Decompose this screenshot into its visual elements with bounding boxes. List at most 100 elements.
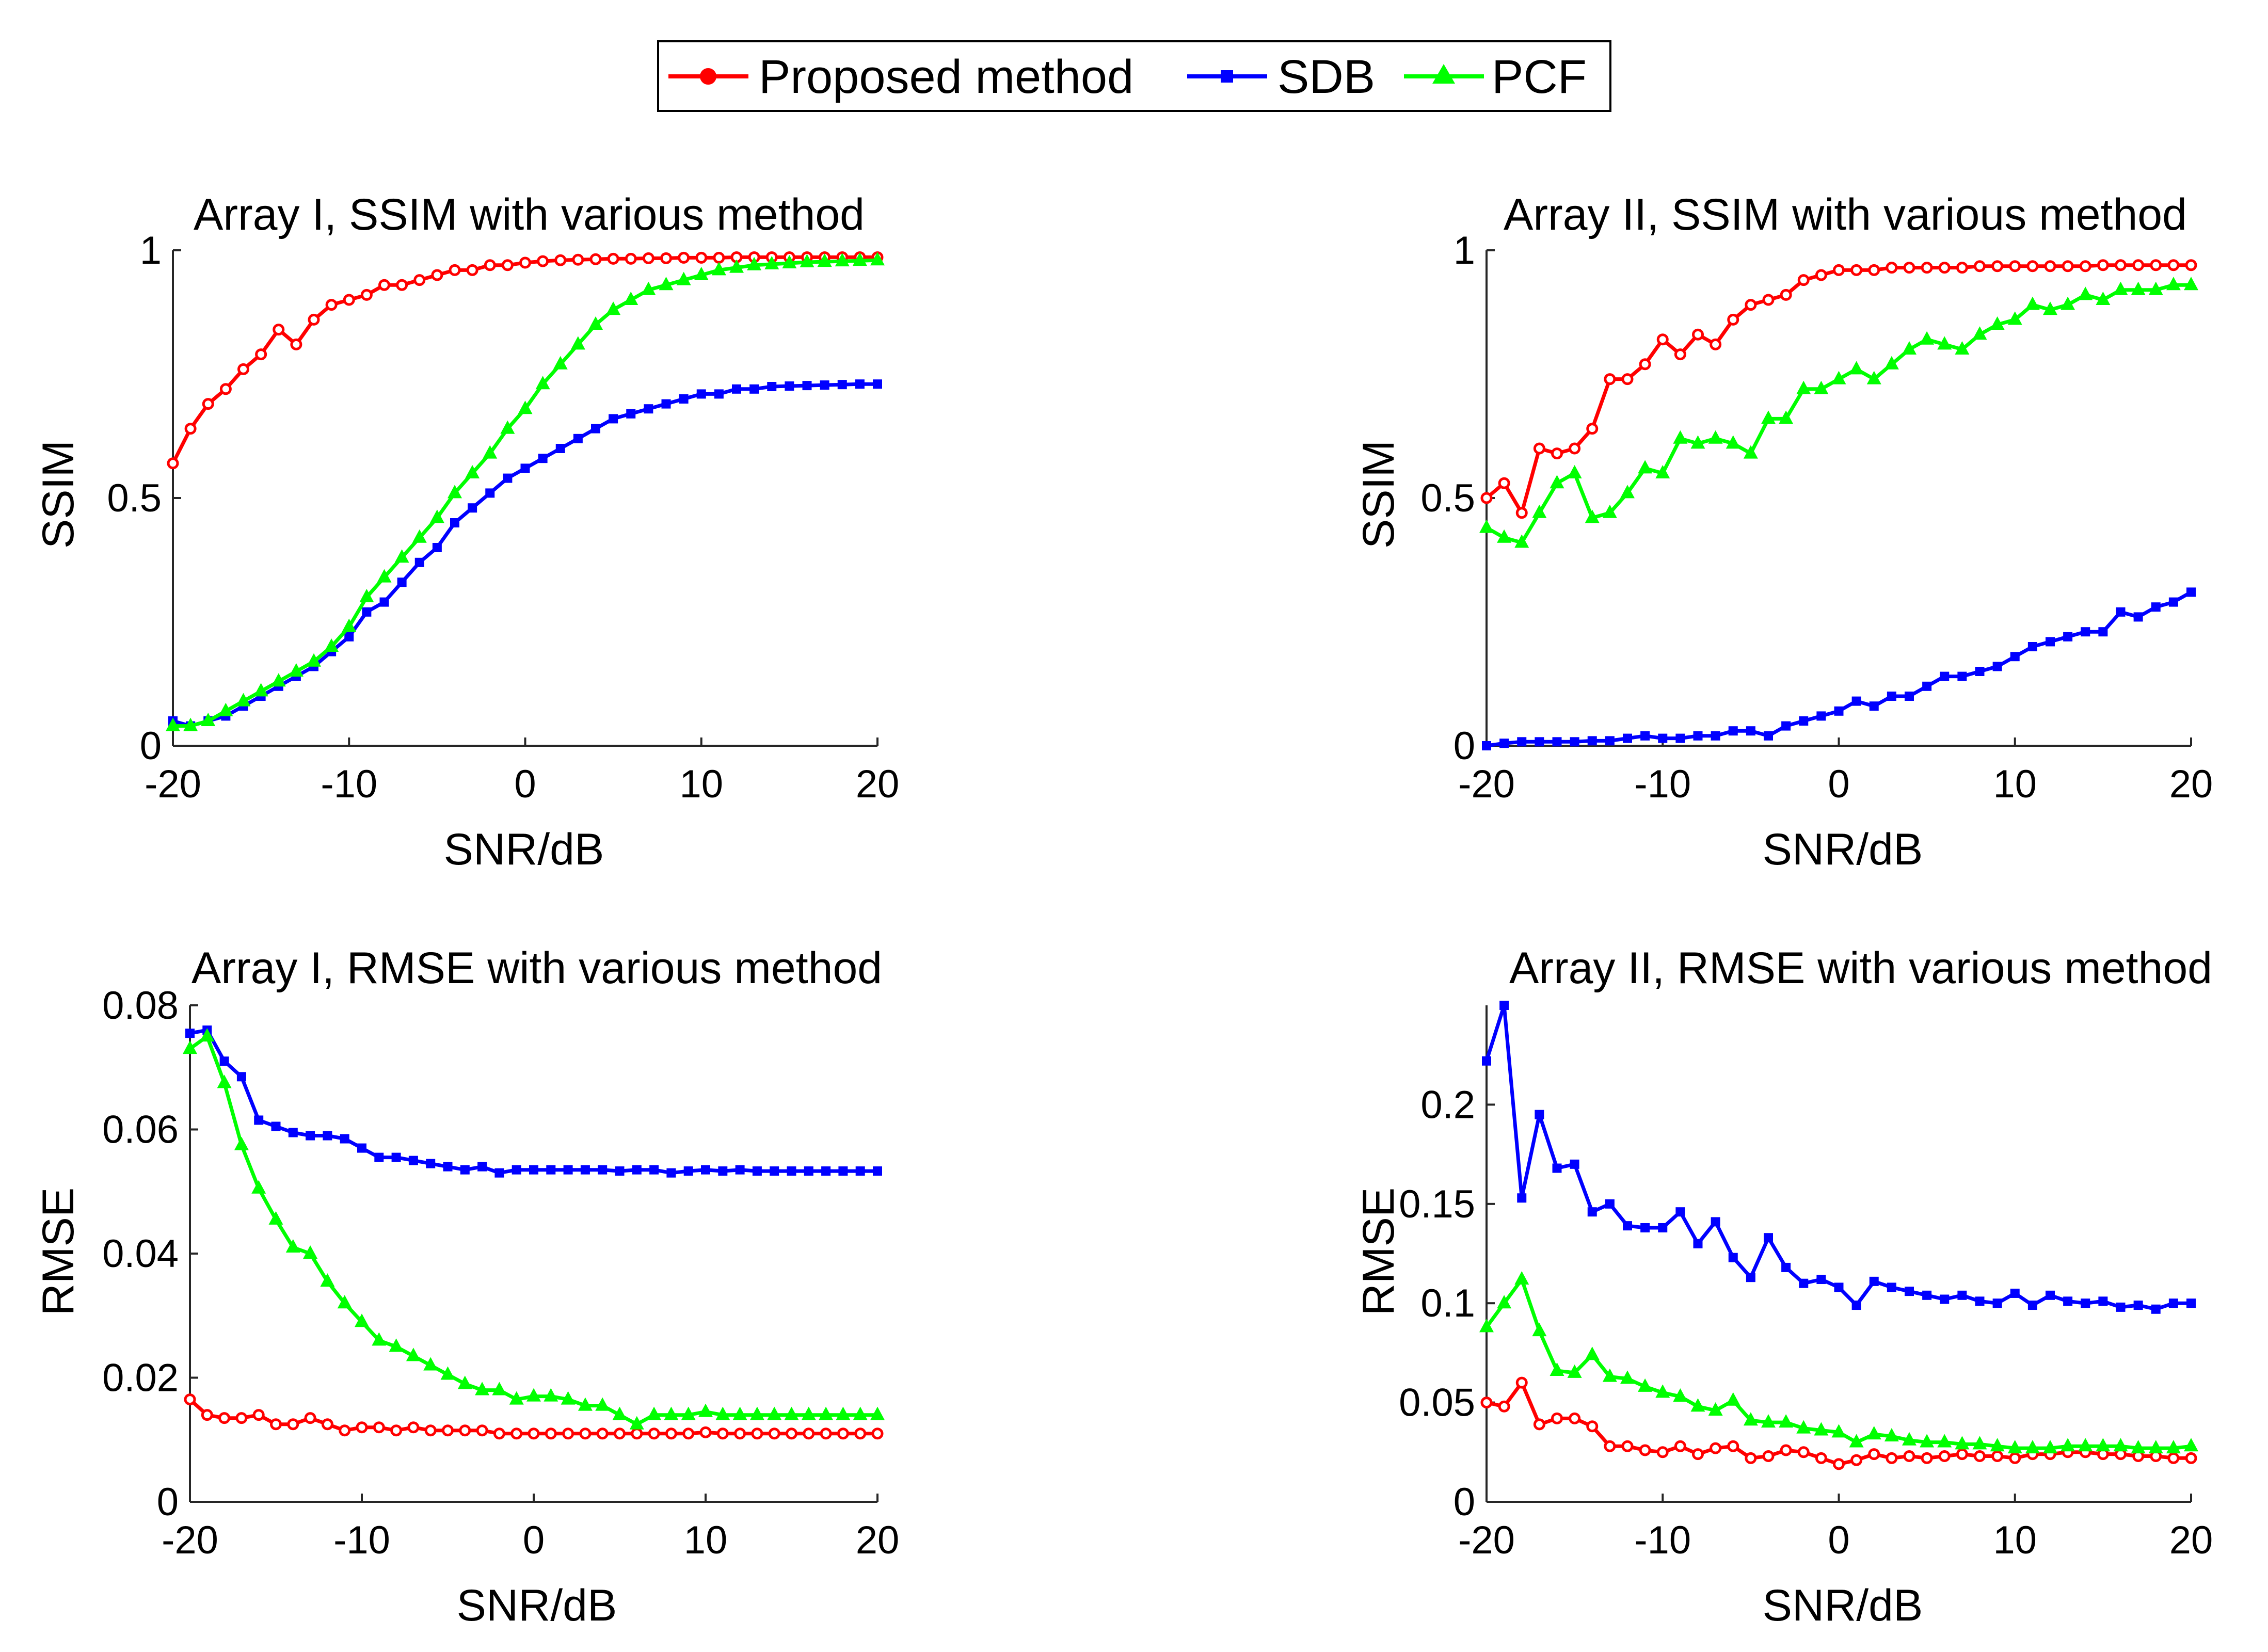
data-point: [752, 1166, 762, 1176]
data-point: [642, 252, 654, 264]
data-point: [1621, 1440, 1634, 1452]
data-point: [1991, 1450, 2004, 1462]
data-point: [2148, 281, 2163, 295]
data-point: [1479, 1319, 1494, 1333]
data-point: [2046, 1290, 2055, 1300]
data-point: [1745, 1452, 1757, 1464]
data-point: [2150, 259, 2162, 271]
data-point: [1940, 1294, 1950, 1304]
data-point: [800, 254, 814, 268]
data-point: [1638, 460, 1653, 474]
series-proposed-method: [167, 251, 884, 470]
data-point: [1726, 1392, 1740, 1406]
data-point: [1692, 1448, 1704, 1461]
data-point: [732, 384, 741, 394]
y-tick-label: 0.06: [102, 1108, 179, 1152]
data-point: [801, 1406, 816, 1420]
data-point: [2168, 1298, 2178, 1308]
y-tick-label: 0.5: [1420, 476, 1475, 520]
x-tick-label: 20: [2169, 1518, 2213, 1562]
data-point: [268, 1211, 283, 1225]
data-point: [1551, 447, 1563, 460]
data-point: [255, 348, 267, 361]
data-point: [1693, 731, 1703, 741]
data-point: [2027, 1301, 2037, 1310]
data-point: [184, 423, 197, 435]
data-point: [1887, 1282, 1896, 1292]
data-point: [2116, 607, 2126, 617]
data-point: [2043, 301, 2057, 315]
data-point: [529, 1165, 538, 1175]
panel-title: Array II, RMSE with various method: [1509, 943, 2212, 993]
data-point: [493, 1428, 505, 1440]
data-point: [2115, 259, 2127, 271]
data-point: [413, 274, 426, 286]
y-tick-label: 0: [157, 1480, 179, 1524]
data-point: [1482, 741, 1491, 750]
data-point: [614, 1428, 626, 1440]
data-point: [665, 1428, 677, 1440]
data-point: [397, 578, 407, 587]
data-point: [512, 1165, 521, 1175]
data-point: [484, 259, 496, 271]
data-point: [1587, 1207, 1597, 1217]
x-tick-label: -10: [1634, 762, 1691, 806]
data-point: [698, 1403, 713, 1417]
data-point: [1764, 731, 1773, 741]
data-point: [644, 404, 653, 414]
data-point: [1781, 1262, 1791, 1272]
data-point: [2010, 1288, 2020, 1298]
data-point: [1922, 681, 1932, 691]
data-point: [782, 254, 797, 268]
data-point: [679, 394, 689, 404]
data-point: [1992, 1298, 2002, 1308]
data-point: [1552, 1163, 1562, 1173]
data-point: [377, 569, 392, 583]
data-point: [1866, 1426, 1881, 1440]
data-point: [2078, 286, 2093, 300]
data-point: [2062, 260, 2074, 272]
data-point: [2185, 1452, 2197, 1464]
data-point: [344, 632, 354, 641]
data-point: [1851, 1301, 1861, 1310]
data-point: [1831, 371, 1846, 384]
data-point: [2113, 281, 2128, 295]
data-point: [835, 253, 850, 267]
data-point: [1675, 1207, 1685, 1217]
data-point: [2025, 296, 2040, 310]
legend-marker-proposed: [700, 68, 716, 85]
data-point: [641, 281, 656, 295]
data-point: [785, 381, 794, 391]
data-point: [804, 1166, 813, 1176]
data-point: [306, 1131, 315, 1141]
data-point: [2133, 1301, 2143, 1310]
data-point: [1834, 706, 1844, 716]
data-point: [1497, 529, 1512, 543]
x-tick-label: 10: [684, 1518, 728, 1562]
data-point: [1869, 701, 1879, 711]
data-point: [2148, 1440, 2163, 1454]
data-point: [1726, 435, 1740, 449]
data-point: [2132, 259, 2145, 271]
data-point: [2131, 1440, 2146, 1454]
data-point: [2096, 292, 2111, 305]
data-point: [1938, 1450, 1951, 1462]
data-point: [716, 1428, 729, 1440]
data-point: [2168, 597, 2178, 607]
data-point: [184, 1393, 196, 1406]
data-point: [1674, 348, 1686, 361]
data-point: [466, 264, 478, 276]
data-point: [629, 1416, 644, 1430]
data-point: [768, 1428, 780, 1440]
data-point: [492, 1382, 507, 1396]
data-point: [526, 1388, 541, 1402]
data-point: [625, 252, 637, 265]
data-point: [307, 653, 321, 667]
data-point: [1499, 739, 1509, 748]
data-point: [2184, 277, 2198, 291]
data-point: [2113, 1438, 2128, 1452]
data-point: [1866, 371, 1881, 384]
data-point: [1762, 1450, 1775, 1462]
data-point: [2116, 1302, 2126, 1312]
